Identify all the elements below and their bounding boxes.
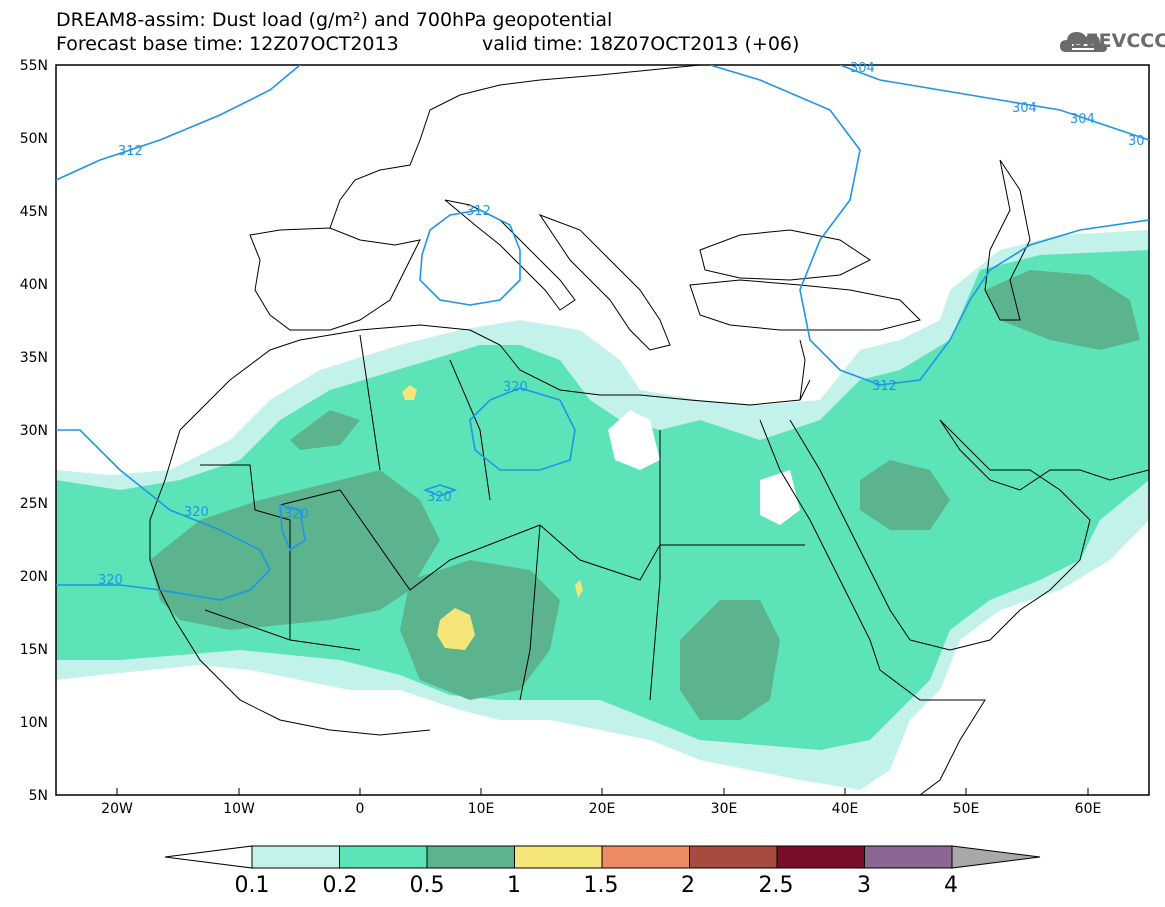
contour-label: 30 (1128, 134, 1145, 149)
axis-ticks (116, 788, 1089, 795)
lon-label: 40E (832, 801, 859, 817)
contour-label: 320 (284, 507, 309, 522)
seevccc-logo: SEEVCCC (1072, 30, 1165, 52)
lat-label: 35N (20, 350, 48, 366)
contour-label: 320 (98, 573, 123, 588)
lat-label: 50N (20, 131, 48, 147)
contour-labels: 312 312 304 304 304 30 320 320 320 320 3… (98, 61, 1145, 588)
cloud-icon (1060, 32, 1107, 52)
lat-label: 15N (20, 642, 48, 658)
colorbar-label: 4 (944, 873, 958, 898)
colorbar-label: 1 (507, 873, 521, 898)
colorbar-swatch (776, 845, 865, 869)
colorbar-label: 2.5 (759, 873, 794, 898)
contour-label: 304 (1070, 112, 1095, 127)
colorbar-label: 3 (857, 873, 871, 898)
contour-label: 312 (118, 144, 143, 159)
dust-field-dark-west (150, 470, 440, 630)
dust-field-yellow-2 (402, 385, 417, 400)
contour-label: 320 (503, 380, 528, 395)
lat-label: 5N (29, 788, 48, 804)
colorbar-labels: 0.1 0.2 0.5 1 1.5 2 2.5 3 4 (235, 873, 959, 898)
colorbar-label: 1.5 (584, 873, 619, 898)
lon-label: 20W (101, 801, 133, 817)
lat-label: 20N (20, 569, 48, 585)
dust-field-yellow-3 (575, 580, 583, 598)
lat-label: 40N (20, 277, 48, 293)
colorbar-above-max (951, 845, 1041, 869)
colorbar-label: 0.1 (235, 873, 270, 898)
dust-fields (56, 230, 1149, 790)
dust-field-dark-sudan (680, 600, 780, 720)
contour-label: 312 (872, 379, 897, 394)
longitude-labels: 20W 10W 0 10E 20E 30E 40E 50E 60E (101, 801, 1101, 817)
colorbar-label: 0.5 (410, 873, 445, 898)
lon-label: 30E (711, 801, 738, 817)
lon-label: 10W (223, 801, 255, 817)
map-title: DREAM8-assim: Dust load (g/m²) and 700hP… (56, 9, 613, 31)
lat-label: 45N (20, 204, 48, 220)
colorbar-swatch (251, 845, 340, 869)
colorbar-swatch (864, 845, 953, 869)
colorbar-swatch (426, 845, 515, 869)
colorbar-label: 0.2 (323, 873, 358, 898)
contour-label: 312 (466, 204, 491, 219)
lat-label: 10N (20, 715, 48, 731)
contour-label: 304 (850, 61, 875, 76)
lat-label: 25N (20, 496, 48, 512)
forecast-base-time: Forecast base time: 12Z07OCT2013 (56, 33, 399, 55)
lon-label: 20E (589, 801, 616, 817)
lon-label: 50E (953, 801, 980, 817)
dust-field-dark-north (290, 410, 360, 450)
dust-field-medium (56, 250, 1149, 750)
latitude-labels: 55N 50N 45N 40N 35N 30N 25N 20N 15N 10N … (20, 58, 48, 804)
contour-label: 304 (1012, 101, 1037, 116)
dust-field-dark-niger (400, 560, 560, 700)
colorbar-swatch (339, 845, 428, 869)
colorbar (164, 845, 1041, 869)
dust-field-yellow-1 (437, 608, 475, 650)
lat-label: 55N (20, 58, 48, 74)
contour-label: 320 (184, 505, 209, 520)
colorbar-label: 2 (681, 873, 695, 898)
valid-time: valid time: 18Z07OCT2013 (+06) (482, 33, 800, 55)
geopotential-contours (56, 65, 1149, 601)
lon-label: 10E (468, 801, 495, 817)
lon-label: 60E (1075, 801, 1102, 817)
dust-field-dark-caspian (985, 270, 1140, 350)
colorbar-swatch (601, 845, 690, 869)
coastlines (149, 65, 1149, 795)
colorbar-swatch (689, 845, 778, 869)
lon-label: 0 (356, 801, 365, 817)
dust-free-area-2 (760, 470, 800, 525)
lat-label: 30N (20, 423, 48, 439)
contour-label: 320 (427, 490, 452, 505)
colorbar-swatch (514, 845, 603, 869)
dust-field-dark-arabia (860, 460, 950, 530)
colorbar-below-min (164, 845, 253, 869)
dust-free-area-1 (608, 410, 660, 470)
